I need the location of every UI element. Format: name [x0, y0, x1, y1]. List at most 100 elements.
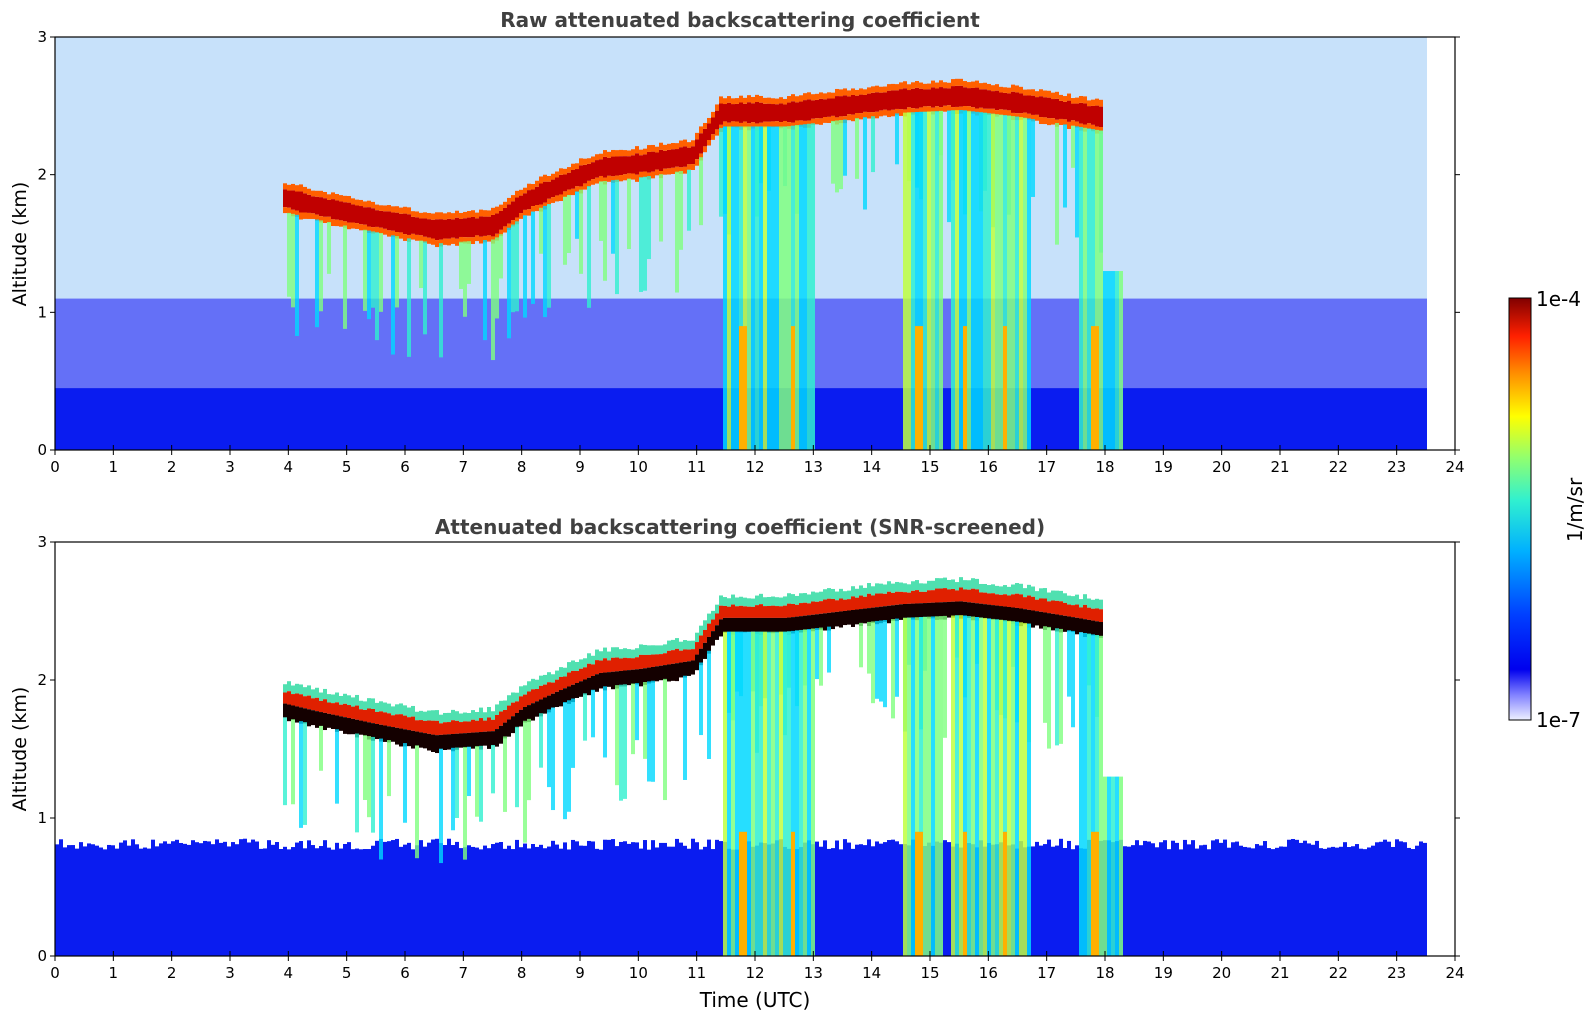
- noise-cell: [1303, 37, 1307, 299]
- cloud-edge-cell: [979, 583, 983, 593]
- cloud-base-cell: [951, 601, 955, 618]
- noise-cell: [211, 298, 215, 389]
- precip-cell: [959, 615, 963, 956]
- cloud-edge-cell: [411, 233, 415, 240]
- cloud-cell: [579, 165, 583, 187]
- cloud-base-cell: [523, 706, 527, 723]
- bl-cell: [335, 842, 339, 956]
- noise-cell: [1419, 37, 1423, 299]
- cloud-cell: [667, 650, 671, 665]
- bl-cell: [635, 388, 639, 450]
- bl-cell: [847, 842, 851, 956]
- cloud-cell: [839, 96, 843, 117]
- noise-cell: [127, 37, 131, 299]
- cloud-cell: [343, 202, 347, 222]
- cloud-edge-cell: [407, 707, 411, 718]
- cloud-base-cell: [375, 723, 379, 740]
- cloud-edge-cell: [935, 82, 939, 89]
- noise-cell: [335, 298, 339, 389]
- bl-cell: [871, 846, 875, 956]
- cloud-base-cell: [931, 602, 935, 619]
- noise-cell: [1067, 298, 1071, 389]
- virga-cell: [859, 622, 863, 668]
- noise-cell: [543, 298, 547, 389]
- cloud-base-cell: [575, 682, 579, 698]
- cloud-edge-cell: [551, 674, 555, 683]
- cloud-edge-cell: [627, 150, 631, 157]
- cloud-base-cell: [287, 704, 291, 722]
- noise-cell: [327, 37, 331, 299]
- cloud-cell: [411, 716, 415, 731]
- noise-cell: [1111, 37, 1115, 299]
- precip-cell: [915, 617, 919, 956]
- noise-cell: [427, 37, 431, 299]
- cloud-base-cell: [631, 669, 635, 685]
- cloud-edge-cell: [1055, 590, 1059, 601]
- cloud-base-cell: [543, 697, 547, 714]
- cloud-edge-cell: [1083, 594, 1087, 605]
- cloud-edge-cell: [975, 578, 979, 590]
- cloud-edge-cell: [907, 584, 911, 593]
- cloud-cell: [667, 149, 671, 169]
- noise-cell: [159, 298, 163, 389]
- bl-cell: [711, 849, 715, 956]
- noise-cell: [851, 37, 855, 299]
- noise-cell: [179, 37, 183, 299]
- cloud-cell: [875, 92, 879, 112]
- cloud-cell: [715, 613, 719, 626]
- virga-cell: [815, 628, 819, 680]
- cloud-cell: [419, 720, 423, 733]
- bl-cell: [267, 388, 271, 450]
- bl-cell: [607, 839, 611, 956]
- noise-cell: [1347, 37, 1351, 299]
- precip-cell: [919, 111, 923, 451]
- cloud-cell: [907, 592, 911, 604]
- bl-cell: [1371, 388, 1375, 450]
- noise-cell: [207, 37, 211, 299]
- bl-cell: [1167, 388, 1171, 450]
- cloud-cell: [1083, 103, 1087, 125]
- bl-cell: [259, 388, 263, 450]
- panel-raw: Raw attenuated backscattering coefficien…: [9, 8, 1465, 476]
- noise-cell: [79, 37, 83, 299]
- cloud-cell: [487, 216, 491, 236]
- precip-cell: [1079, 127, 1083, 451]
- virga-cell: [539, 713, 543, 768]
- virga-cell: [651, 680, 655, 782]
- cloud-cell: [1047, 601, 1051, 614]
- bl-cell: [863, 845, 867, 956]
- bl-cell: [1139, 388, 1143, 450]
- cloud-cell: [567, 172, 571, 190]
- virga-cell: [639, 177, 643, 292]
- cloud-edge-cell: [555, 670, 559, 680]
- cloud-cell: [299, 694, 303, 708]
- noise-cell: [895, 37, 899, 299]
- cloud-edge-cell: [399, 232, 403, 239]
- cloud-cell: [1071, 605, 1075, 618]
- cloud-edge-cell: [727, 598, 731, 607]
- virga-cell: [295, 214, 299, 336]
- noise-cell: [699, 298, 703, 389]
- virga-cell: [863, 117, 867, 210]
- precip-cell: [1095, 635, 1099, 956]
- cloud-edge-cell: [815, 118, 819, 125]
- noise-cell: [59, 298, 63, 389]
- virga-cell: [843, 119, 847, 176]
- bl-cell: [627, 388, 631, 450]
- cloud-edge-cell: [879, 86, 883, 93]
- noise-cell: [287, 37, 291, 299]
- cloud-edge-cell: [515, 190, 519, 198]
- cloud-cell: [1019, 93, 1023, 114]
- cloud-base-cell: [671, 663, 675, 681]
- xtick-label: 2: [167, 458, 177, 476]
- cloud-base-cell: [519, 709, 523, 727]
- noise-cell: [167, 298, 171, 389]
- noise-cell: [483, 298, 487, 389]
- virga-cell: [551, 707, 555, 811]
- ytick-label: 3: [37, 28, 47, 46]
- precip-cell: [967, 616, 971, 956]
- cloud-cell: [619, 156, 623, 176]
- cloud-edge-cell: [999, 109, 1003, 115]
- virga-cell: [363, 735, 367, 801]
- cloud-cell: [1099, 106, 1103, 128]
